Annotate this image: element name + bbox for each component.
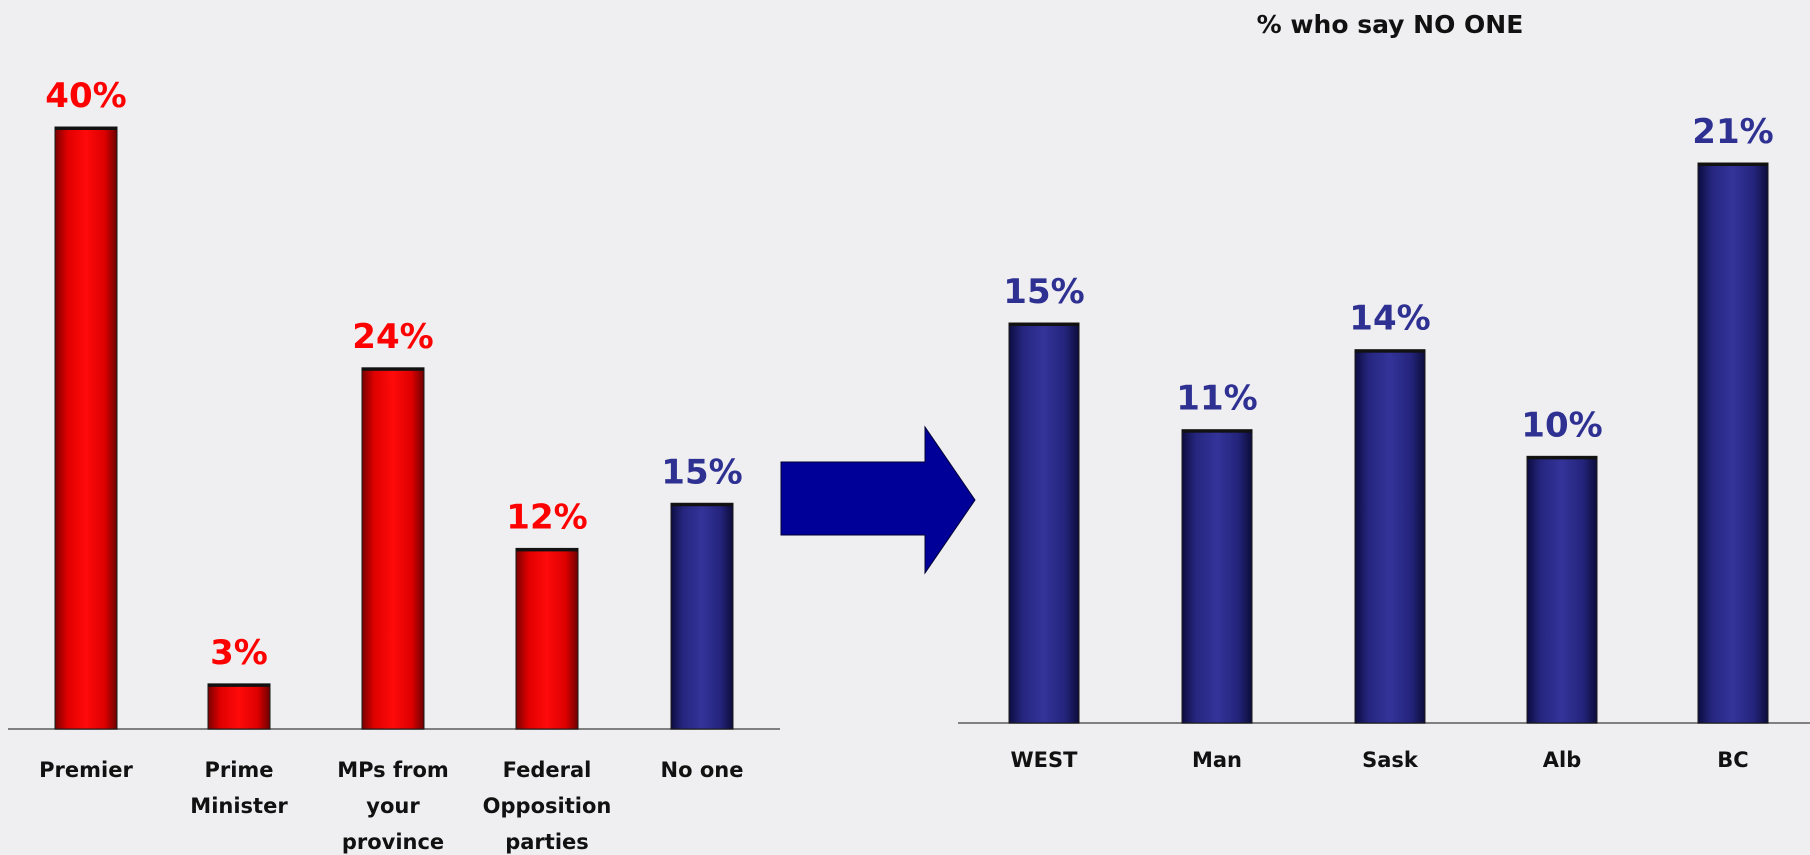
category-label-line: WEST: [1011, 748, 1079, 772]
category-label-line: your: [366, 794, 420, 818]
value-label-right-1: 11%: [1176, 379, 1257, 419]
category-label-line: No one: [661, 758, 744, 782]
value-label-right-4: 21%: [1692, 112, 1773, 152]
category-label-right-2: Sask: [1362, 748, 1419, 772]
bar-cap-right-1: [1182, 429, 1252, 433]
value-label-left-4: 15%: [661, 452, 742, 492]
category-label-line: Prime: [204, 758, 273, 782]
bar-cap-right-0: [1009, 323, 1079, 326]
category-label-right-4: BC: [1717, 748, 1748, 772]
category-label-line: Sask: [1362, 748, 1419, 772]
bar-cap-left-4: [671, 503, 733, 507]
bar-cap-left-3: [516, 548, 578, 552]
bar-cap-right-2: [1355, 349, 1425, 353]
category-label-left-0: Premier: [39, 758, 133, 782]
bar-left-0: [54, 126, 118, 730]
category-label-line: province: [342, 830, 444, 854]
category-label-line: Opposition: [483, 794, 612, 818]
category-label-right-3: Alb: [1543, 748, 1581, 772]
bar-left-4: [670, 502, 734, 730]
bar-cap-left-2: [362, 367, 424, 371]
bar-left-2: [361, 367, 425, 730]
category-label-left-2: MPs from your province: [337, 758, 449, 854]
category-label-line: Federal: [503, 758, 592, 782]
category-label-left-4: No one: [661, 758, 744, 782]
bar-right-1: [1181, 429, 1253, 724]
right-arrow-icon: [780, 425, 976, 575]
category-label-line: Premier: [39, 758, 133, 782]
bar-left-1: [207, 683, 271, 730]
value-label-left-1: 3%: [210, 633, 268, 673]
category-label-left-1: Prime Minister: [190, 758, 288, 818]
arrow-shape: [780, 425, 976, 575]
value-label-left-2: 24%: [352, 317, 433, 357]
chart-left: 40% 3% 24% 12% 15% Premier Prime Minister MPs f…: [8, 76, 780, 854]
value-label-left-0: 40%: [45, 76, 126, 116]
bar-right-3: [1526, 455, 1598, 724]
value-label-right-3: 10%: [1521, 405, 1602, 445]
category-label-left-3: Federal Opposition parties: [483, 758, 612, 854]
bar-cap-right-4: [1698, 163, 1768, 166]
value-label-right-2: 14%: [1349, 299, 1430, 339]
value-label-left-3: 12%: [506, 497, 587, 537]
category-label-line: parties: [505, 830, 589, 854]
category-label-line: MPs from: [337, 758, 449, 782]
bar-right-0: [1008, 322, 1080, 724]
category-label-right-0: WEST: [1011, 748, 1079, 772]
bar-cap-left-0: [55, 127, 117, 130]
bar-right-4: [1697, 162, 1769, 724]
chart-title: % who say NO ONE: [1257, 10, 1524, 39]
category-label-line: Man: [1192, 748, 1242, 772]
category-label-right-1: Man: [1192, 748, 1242, 772]
bar-cap-right-3: [1527, 456, 1597, 460]
value-label-right-0: 15%: [1003, 272, 1084, 312]
bar-right-2: [1354, 349, 1426, 724]
chart-right: % who say NO ONE 15% 11% 14% 10% 21% WEST Man…: [958, 10, 1810, 772]
category-label-line: BC: [1717, 748, 1748, 772]
category-label-line: Minister: [190, 794, 288, 818]
category-label-line: Alb: [1543, 748, 1581, 772]
bar-left-3: [515, 547, 579, 730]
bar-cap-left-1: [208, 683, 270, 687]
